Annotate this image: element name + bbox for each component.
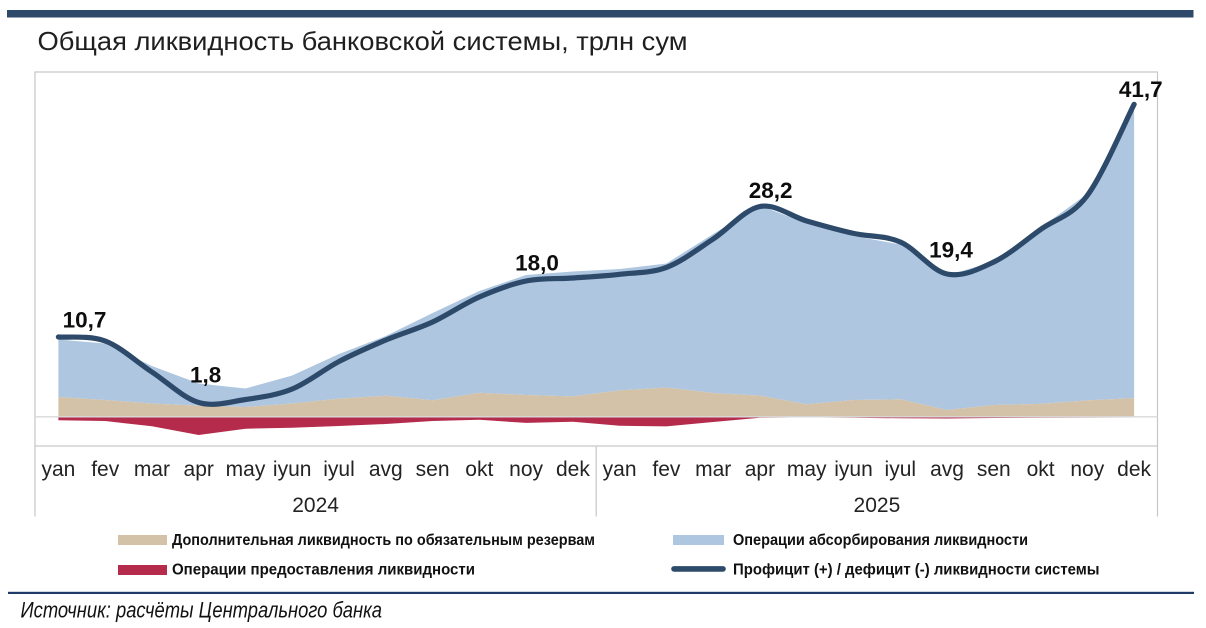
svg-text:yan: yan xyxy=(41,458,75,481)
svg-text:sen: sen xyxy=(977,458,1011,481)
svg-text:mar: mar xyxy=(134,458,170,481)
svg-text:may: may xyxy=(787,458,827,481)
svg-text:iyun: iyun xyxy=(834,458,873,481)
svg-text:18,0: 18,0 xyxy=(515,250,559,275)
svg-text:10,7: 10,7 xyxy=(63,308,107,333)
svg-text:19,4: 19,4 xyxy=(929,237,973,262)
svg-text:28,2: 28,2 xyxy=(749,178,793,203)
svg-text:Дополнительная ликвидность по: Дополнительная ликвидность по обязательн… xyxy=(172,532,595,549)
svg-text:avg: avg xyxy=(369,458,403,481)
svg-text:dek: dek xyxy=(1117,458,1151,481)
svg-text:noy: noy xyxy=(1070,458,1104,481)
svg-text:dek: dek xyxy=(556,458,590,481)
svg-text:2025: 2025 xyxy=(854,494,901,517)
svg-text:fev: fev xyxy=(652,458,681,481)
svg-text:noy: noy xyxy=(509,458,543,481)
svg-text:apr: apr xyxy=(745,458,775,481)
svg-text:iyul: iyul xyxy=(885,458,917,481)
svg-text:Операции предоставления ликвид: Операции предоставления ликвидности xyxy=(172,562,475,579)
svg-text:okt: okt xyxy=(465,458,493,481)
svg-text:Операции абсорбирования ликвид: Операции абсорбирования ликвидности xyxy=(733,532,1028,549)
svg-text:yan: yan xyxy=(603,458,637,481)
svg-text:Профицит (+) / дефицит (-) лик: Профицит (+) / дефицит (-) ликвидности с… xyxy=(733,562,1100,579)
svg-text:sen: sen xyxy=(416,458,450,481)
svg-text:iyun: iyun xyxy=(273,458,312,481)
svg-text:41,7: 41,7 xyxy=(1119,77,1163,102)
svg-text:1,8: 1,8 xyxy=(190,363,221,388)
svg-text:Источник: расчёты Центрального: Источник: расчёты Центрального банка xyxy=(21,598,383,623)
svg-text:mar: mar xyxy=(695,458,731,481)
svg-text:2024: 2024 xyxy=(292,494,339,517)
svg-text:fev: fev xyxy=(91,458,120,481)
svg-text:may: may xyxy=(226,458,266,481)
svg-text:avg: avg xyxy=(930,458,964,481)
svg-text:okt: okt xyxy=(1027,458,1055,481)
svg-text:Общая ликвидность банковской с: Общая ликвидность банковской системы, тр… xyxy=(38,26,688,56)
svg-text:apr: apr xyxy=(184,458,214,481)
svg-text:iyul: iyul xyxy=(323,458,355,481)
